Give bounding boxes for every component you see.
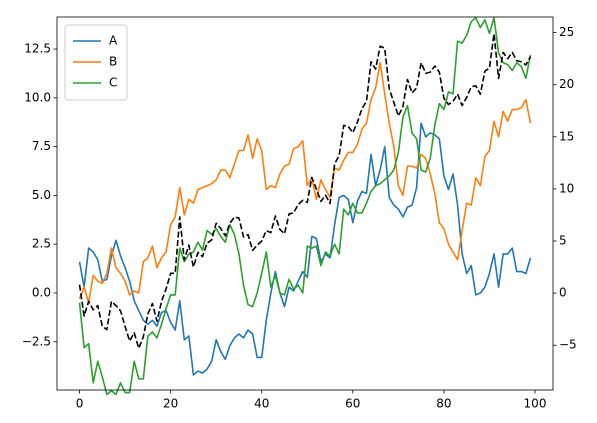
x-tick-label: 0	[76, 397, 84, 411]
y-tick-label: 7.5	[32, 139, 51, 153]
y2-tick-label: 0	[559, 286, 567, 300]
y-tick-label: 10.0	[24, 90, 51, 104]
x-tick-label: 40	[254, 397, 269, 411]
x-tick-label: 20	[163, 397, 178, 411]
legend-label: A	[109, 34, 118, 48]
y-tick-label: 2.5	[32, 237, 51, 251]
y2-tick-label: 25	[559, 25, 574, 39]
y2-tick-label: 10	[559, 181, 574, 195]
line-series	[78, 16, 532, 396]
legend-label: B	[109, 55, 117, 69]
legend-label: C	[109, 76, 117, 90]
axes-frame	[56, 16, 554, 391]
line-series	[78, 61, 532, 304]
x-tick-label: 60	[345, 397, 360, 411]
y2-tick-label: 5	[559, 234, 567, 248]
y-tick-label: 5.0	[32, 188, 51, 202]
y-tick-label: 12.5	[24, 42, 51, 56]
x-tick-label: 100	[524, 397, 547, 411]
y-tick-label: −2.5	[22, 334, 51, 348]
line-series	[78, 32, 532, 350]
y-tick-label: 0.0	[32, 285, 51, 299]
y2-tick-label: 20	[559, 77, 574, 91]
y2-tick-label: 15	[559, 129, 574, 143]
x-tick-label: 80	[436, 397, 451, 411]
y2-tick-label: −5	[559, 338, 577, 352]
